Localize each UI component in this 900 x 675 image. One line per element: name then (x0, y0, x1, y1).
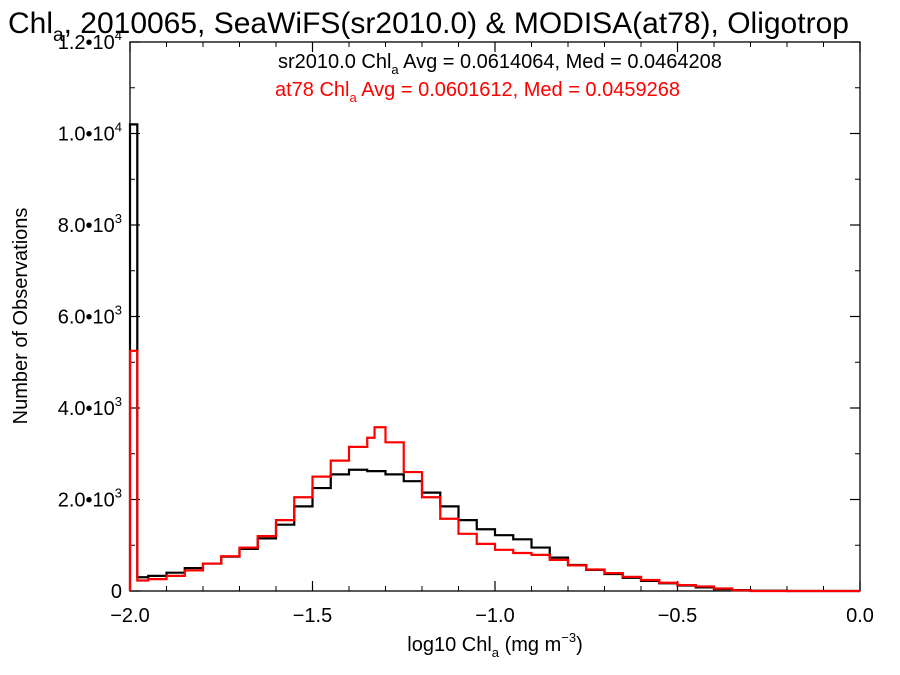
x-tick-label: 0.0 (846, 605, 874, 627)
x-axis-label: log10 Chla (mg m−3) (407, 630, 582, 660)
y-tick-label: 6.0•103 (58, 303, 122, 329)
series-layer (128, 123, 860, 593)
y-tick-label: 4.0•103 (58, 394, 122, 420)
y-tick-label: 8.0•103 (58, 211, 122, 237)
y-axis-label: Number of Observations (10, 208, 32, 425)
x-tick-label: −1.5 (293, 605, 332, 627)
x-tick-label: −2.0 (110, 605, 149, 627)
series-red-histogram (128, 349, 860, 593)
x-tick-label: −1.0 (475, 605, 514, 627)
chart-title: Chla, 2010065, SeaWiFS(sr2010.0) & MODIS… (8, 7, 849, 46)
annotation-black: sr2010.0 Chla Avg = 0.0614064, Med = 0.0… (278, 51, 722, 77)
y-axis-ticks: 0 2.0•103 4.0•103 6.0•103 8.0•103 1.0•104 1.2•… (58, 28, 860, 603)
y-tick-label: 1.0•104 (58, 120, 122, 146)
annotation-red: at78 Chla Avg = 0.0601612, Med = 0.04592… (275, 79, 680, 105)
y-tick-label: 2.0•103 (58, 486, 122, 512)
x-tick-label: −0.5 (658, 605, 697, 627)
y-tick-label: 0 (111, 581, 122, 603)
x-axis-ticks: −2.0 −1.5 −1.0 −0.5 0.0 (110, 42, 874, 627)
y-tick-label: 1.2•104 (58, 28, 122, 54)
